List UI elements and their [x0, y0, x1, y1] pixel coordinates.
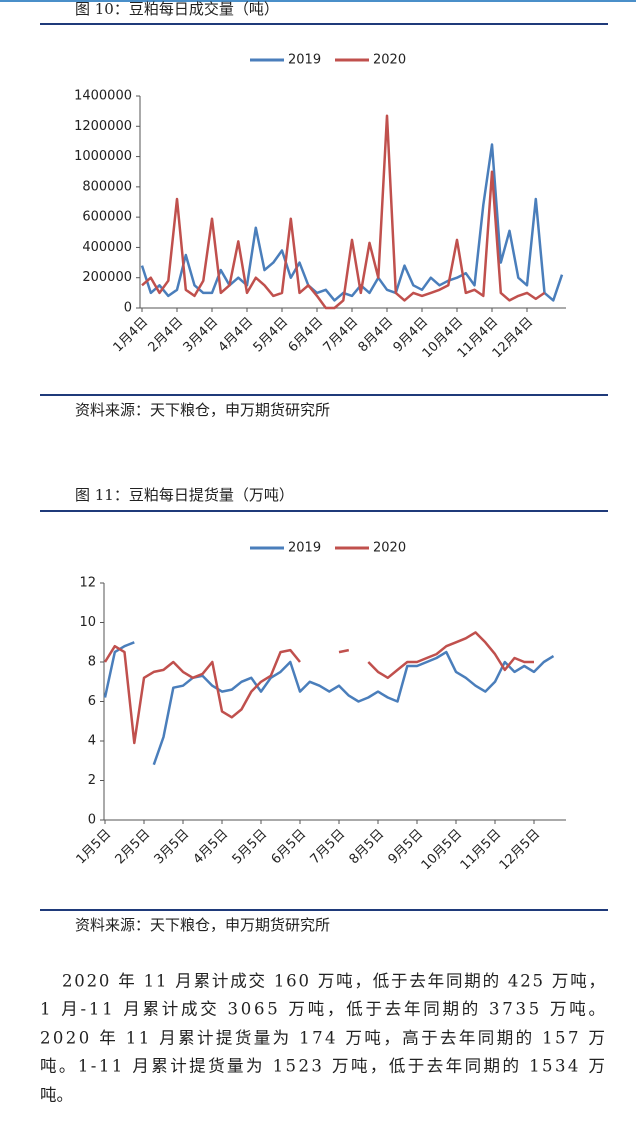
y-tick-label: 200000 [82, 270, 132, 285]
x-tick-label: 1月4日 [111, 315, 152, 356]
legend-label: 2020 [373, 53, 406, 68]
data-line [103, 641, 555, 766]
y-tick-label: 1400000 [74, 89, 132, 104]
y-tick-label: 600000 [82, 210, 132, 225]
chart-title: 图 10：豆粕每日成交量（吨） [75, 0, 279, 18]
source: 资料来源：天下粮仓，申万期货研究所 [75, 401, 330, 419]
data-line [103, 631, 534, 745]
x-tick-label: 5月5日 [230, 827, 271, 868]
data-line [140, 143, 564, 302]
y-tick-label: 4 [88, 734, 96, 749]
x-tick-label: 8月4日 [356, 315, 397, 356]
y-tick-label: 400000 [82, 240, 132, 255]
x-tick-label: 1月5日 [74, 827, 115, 868]
x-tick-label: 2月5日 [113, 827, 154, 868]
x-tick-label: 8月5日 [347, 827, 388, 868]
legend-label: 2019 [288, 53, 321, 68]
legend-label: 2020 [373, 541, 406, 556]
top-bar [0, 0, 636, 2]
data-line [141, 114, 546, 310]
rule [40, 510, 608, 512]
chart-title: 图 11：豆粕每日提货量（万吨） [75, 486, 294, 504]
x-tick-label: 7月4日 [321, 315, 362, 356]
y-tick-label: 0 [88, 813, 96, 828]
paragraph-line: 2020 年 11 月累计成交 160 万吨，低于去年同期的 425 万吨， [62, 972, 605, 991]
legend-label: 2019 [288, 541, 321, 556]
y-tick-label: 800000 [82, 179, 132, 194]
rule [40, 394, 608, 396]
paragraph-line: 2020 年 11 月累计提货量为 174 万吨，高于去年同期的 157 万 [40, 1029, 605, 1048]
paragraph-line: 1 月-11 月累计成交 3065 万吨，低于去年同期的 3735 万吨。 [40, 1000, 605, 1019]
y-tick-label: 10 [79, 615, 96, 630]
x-tick-label: 3月5日 [152, 827, 193, 868]
x-tick-label: 3月4日 [181, 315, 222, 356]
x-tick-label: 10月5日 [419, 827, 466, 874]
x-tick-label: 6月5日 [269, 827, 310, 868]
x-tick-label: 5月4日 [251, 315, 292, 356]
y-tick-label: 8 [88, 655, 96, 670]
x-tick-label: 12月5日 [497, 827, 544, 874]
x-tick-label: 7月5日 [308, 827, 349, 868]
source: 资料来源：天下粮仓，申万期货研究所 [75, 916, 330, 934]
rule [40, 23, 608, 25]
y-tick-label: 2 [88, 773, 96, 788]
y-tick-label: 1000000 [74, 149, 132, 164]
rule [40, 909, 608, 911]
paragraph-line: 吨。1-11 月累计提货量为 1523 万吨，低于去年同期的 1534 万 [40, 1057, 605, 1076]
x-tick-label: 2月4日 [146, 315, 187, 356]
x-tick-label: 4月5日 [191, 827, 232, 868]
x-tick-label: 4月4日 [216, 315, 257, 356]
y-tick-label: 1200000 [74, 119, 132, 134]
y-tick-label: 0 [124, 301, 132, 316]
y-tick-label: 6 [88, 694, 96, 709]
x-tick-label: 11月5日 [458, 827, 505, 874]
x-tick-label: 6月4日 [286, 315, 327, 356]
y-tick-label: 12 [79, 576, 96, 591]
paragraph-line: 吨。 [40, 1086, 73, 1105]
